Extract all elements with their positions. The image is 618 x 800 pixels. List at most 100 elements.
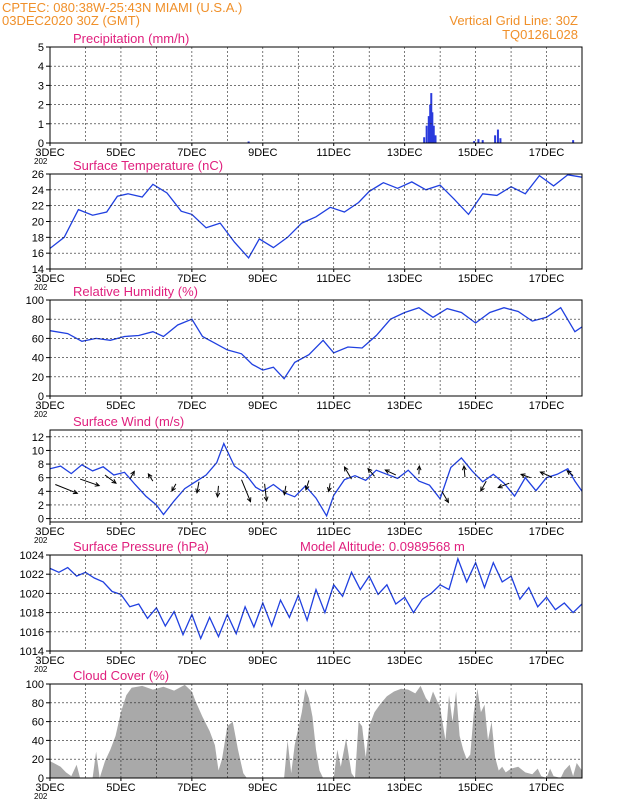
wind-arrowhead [444, 497, 449, 504]
cloud-marks [50, 684, 582, 778]
y-tick-label: 14 [32, 264, 44, 276]
wind-line [50, 441, 582, 518]
run-datetime: 03DEC2020 30Z (GMT) [2, 13, 140, 28]
x-tick-label: 7DEC [177, 400, 206, 412]
y-tick-label: 0 [38, 138, 44, 150]
wind-arrowhead [130, 470, 135, 476]
y-tick-label: 20 [32, 217, 44, 229]
wind-frame [49, 429, 583, 523]
y-tick-label: 20 [32, 754, 44, 766]
x-tick-label: 13DEC [387, 147, 423, 159]
precip-bar [425, 125, 428, 143]
x-tick-label: 9DEC [248, 273, 277, 285]
wind-arrowhead [519, 473, 526, 478]
x-tick-label: 11DEC [316, 655, 351, 667]
wind-title: Surface Wind (m/s) [73, 414, 184, 429]
y-tick-label: 80 [32, 314, 44, 326]
wind-arrowhead [461, 464, 467, 471]
x-tick-label: 11DEC [316, 400, 351, 412]
x-tick-label: 3DEC [35, 147, 64, 159]
wind-vector [305, 480, 310, 490]
x-tick-label: 5DEC [106, 782, 135, 794]
x-year-label: 202 [34, 410, 48, 419]
y-tick-label: 8 [38, 459, 44, 471]
y-tick-label: 1016 [20, 627, 44, 639]
wind-vector [520, 473, 531, 479]
wind-arrowhead [480, 486, 485, 493]
wind-arrowhead [171, 486, 176, 492]
x-year-label: 202 [34, 157, 48, 166]
y-tick-label: 1022 [20, 569, 44, 581]
y-tick-label: 40 [32, 735, 44, 747]
x-tick-label: 7DEC [177, 782, 206, 794]
precip-bar [427, 116, 430, 143]
y-tick-label: 60 [32, 333, 44, 345]
x-tick-label: 5DEC [106, 655, 135, 667]
cloud-frame [49, 683, 583, 779]
y-tick-label: 1020 [20, 588, 44, 600]
precip-bar [434, 135, 437, 143]
precip-bar [477, 139, 480, 143]
wind-arrowhead [416, 464, 422, 471]
wind-vector [498, 482, 510, 489]
x-tick-label: 9DEC [248, 526, 277, 538]
x-tick-label: 5DEC [106, 526, 135, 538]
pressure-panel: 1014 1016 1018 1020 1022 1024 3DEC 5DEC 7DEC 9DEC… [20, 539, 583, 674]
y-tick-label: 26 [32, 169, 44, 181]
x-tick-label: 11DEC [316, 782, 351, 794]
precip-bar [499, 138, 502, 143]
wind-arrowhead [94, 482, 101, 487]
wind-arrowhead [147, 472, 153, 479]
y-tick-label: 24 [32, 185, 44, 197]
x-tick-label: 5DEC [106, 273, 135, 285]
pressure-frame [49, 554, 583, 652]
y-tick-label: 18 [32, 232, 44, 244]
x-year-label: 202 [34, 536, 48, 545]
precip-panel: 0 1 2 3 4 5 3DEC 5DEC 7DEC 9DEC 11DEC 13DEC 15DEC 17D… [34, 31, 583, 166]
x-tick-label: 17DEC [529, 273, 565, 285]
temp-title: Surface Temperature (nC) [73, 158, 223, 173]
x-tick-label: 9DEC [248, 147, 277, 159]
y-tick-label: 100 [26, 295, 44, 307]
x-tick-label: 17DEC [529, 655, 565, 667]
wind-arrowhead [367, 467, 373, 474]
wind-vector [283, 485, 287, 495]
x-tick-label: 15DEC [458, 526, 494, 538]
precip-bar [430, 93, 433, 143]
wind-vector [171, 483, 177, 492]
wind-arrowhead [246, 497, 252, 503]
y-tick-label: 100 [26, 679, 44, 691]
y-tick-label: 22 [32, 201, 44, 213]
pressure-marks [50, 556, 582, 641]
x-tick-label: 13DEC [387, 273, 423, 285]
y-tick-label: 2 [38, 100, 44, 112]
x-year-label: 202 [34, 665, 48, 674]
y-tick-label: 1024 [20, 550, 44, 562]
y-tick-label: 20 [32, 372, 44, 384]
cloud-panel: 0 20 40 60 80 100 3DEC 5DEC 7DEC 9DEC 11DEC 13DEC 15… [26, 668, 583, 800]
wind-vector [196, 481, 200, 493]
x-tick-label: 15DEC [458, 655, 494, 667]
x-tick-label: 3DEC [35, 400, 64, 412]
x-tick-label: 13DEC [387, 655, 423, 667]
temp-line [50, 174, 582, 260]
x-tick-label: 9DEC [248, 400, 277, 412]
x-tick-label: 17DEC [529, 526, 565, 538]
wind-vector [566, 470, 574, 477]
y-tick-label: 1014 [20, 646, 44, 658]
wind-arrowhead [304, 485, 310, 491]
wind-arrowhead [497, 483, 503, 489]
y-tick-label: 1 [38, 119, 44, 131]
pressure-line [50, 556, 582, 641]
model-code: TQ0126L028 [502, 27, 578, 42]
y-tick-label: 4 [38, 486, 44, 498]
wind-vector [328, 483, 331, 492]
wind-arrowhead [282, 490, 288, 496]
humidity-frame [49, 299, 583, 397]
precip-bar [494, 135, 497, 143]
precip-frame [49, 46, 583, 144]
precip-bar [247, 141, 250, 143]
x-tick-label: 5DEC [106, 400, 135, 412]
